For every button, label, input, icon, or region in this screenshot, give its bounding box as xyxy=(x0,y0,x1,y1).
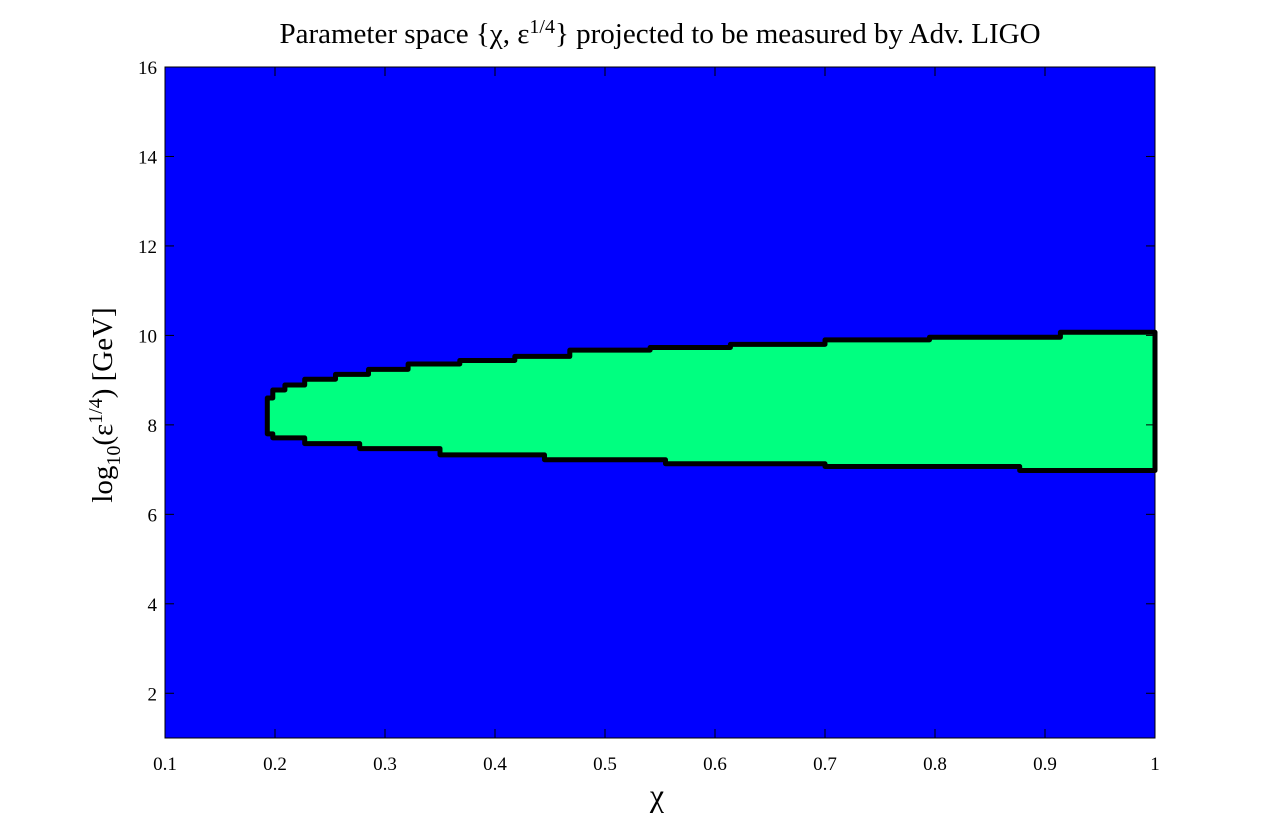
x-tick-label: 0.8 xyxy=(923,754,947,775)
x-tick-label: 1 xyxy=(1150,754,1160,775)
x-tick-label: 0.7 xyxy=(813,754,837,775)
x-tick-label: 0.1 xyxy=(153,754,177,775)
axes-box xyxy=(164,66,1156,739)
x-tick-label: 0.2 xyxy=(263,754,287,775)
y-tick-label: 2 xyxy=(148,684,158,705)
x-tick-label: 0.9 xyxy=(1033,754,1057,775)
x-tick-label: 0.3 xyxy=(373,754,397,775)
y-tick-label: 10 xyxy=(138,326,157,347)
y-label-part: 1/4 xyxy=(85,398,107,424)
chart-title: Parameter space {χ, ε1/4} projected to b… xyxy=(279,16,1040,50)
x-axis-label: χ xyxy=(649,777,665,813)
y-axis-label: log10(ε1/4) [GeV] xyxy=(85,307,125,502)
title-part: } projected to be measured by Adv. LIGO xyxy=(555,18,1041,50)
y-tick-label: 16 xyxy=(138,58,157,79)
y-tick-label: 4 xyxy=(148,595,158,616)
y-label-part: ) [GeV] xyxy=(87,307,119,398)
x-tick-label: 0.6 xyxy=(703,754,727,775)
y-tick-label: 6 xyxy=(148,505,158,526)
x-tick-label: 0.5 xyxy=(593,754,617,775)
y-tick-label: 14 xyxy=(138,147,158,168)
y-tick-label: 12 xyxy=(138,237,157,258)
y-tick-label: 8 xyxy=(148,416,158,437)
y-label-part: log xyxy=(87,466,119,503)
title-superscript: 1/4 xyxy=(529,16,555,38)
region xyxy=(264,329,1158,473)
y-label-part: (ε xyxy=(87,424,119,446)
y-label-part: 10 xyxy=(103,446,125,466)
x-tick-label: 0.4 xyxy=(483,754,507,775)
title-part: Parameter space {χ, ε xyxy=(279,18,529,50)
